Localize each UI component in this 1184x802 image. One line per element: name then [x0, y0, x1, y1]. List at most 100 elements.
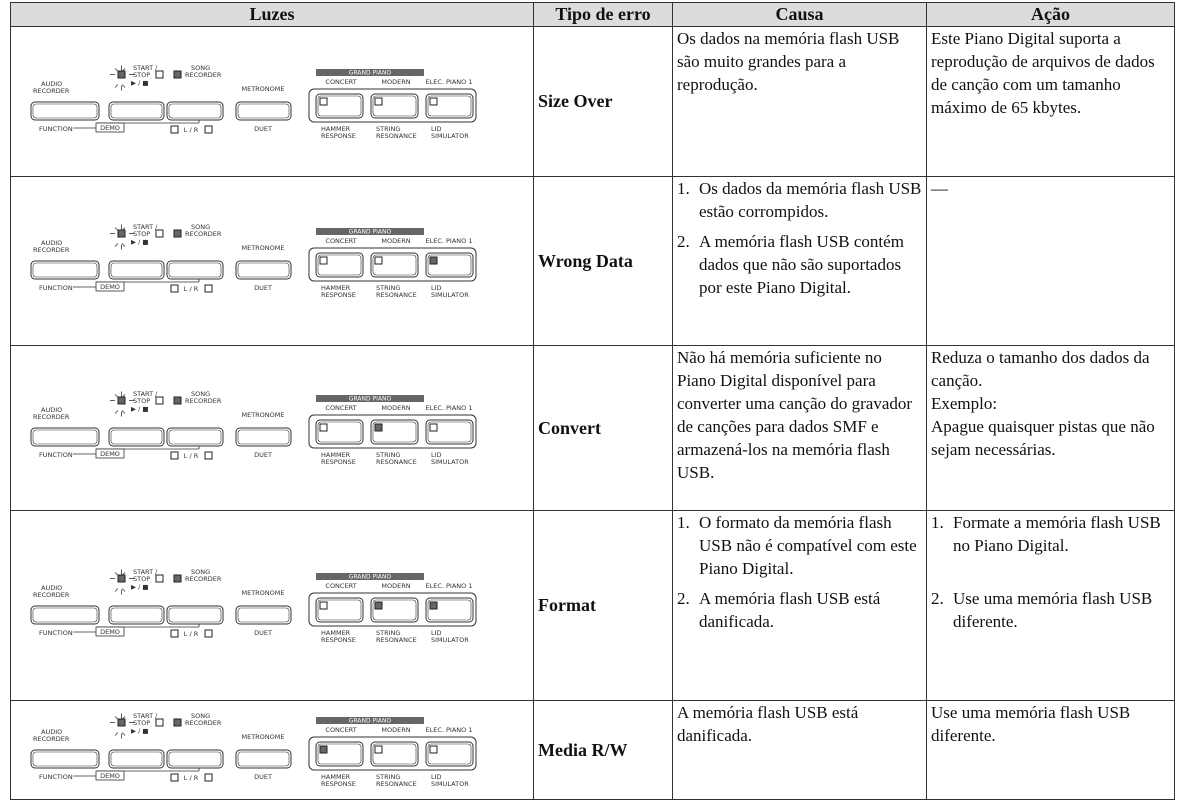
button-inner [168, 751, 222, 767]
button [425, 741, 474, 767]
blink-ray [114, 716, 119, 720]
button [370, 597, 419, 622]
list-marker: 1. [677, 179, 690, 198]
button [315, 93, 364, 118]
panel-label: AUDIO [41, 584, 62, 592]
cause-cell: Os dados na memória flash USB são muito … [672, 26, 927, 177]
panel-label: RESPONSE [321, 132, 356, 140]
panel-label: STRING [376, 451, 400, 459]
panel-label: METRONOME [241, 411, 284, 419]
cause-cell: A memória flash USB está danificada. [672, 700, 927, 800]
button [108, 605, 165, 624]
panel-label: GRAND PIANO [349, 229, 392, 236]
panel-label: ▶ / ■ [131, 238, 148, 246]
blink-ray [114, 243, 119, 247]
led-off [319, 423, 328, 432]
error-cell: Format [533, 510, 673, 701]
panel-label: FUNCTION [39, 125, 73, 133]
panel-label: L / R [184, 452, 199, 460]
panel-label: STRING [376, 629, 400, 637]
button-inner [32, 751, 98, 767]
panel-label: L / R [184, 126, 199, 134]
blink-ray [114, 732, 119, 736]
panel-label: METRONOME [241, 733, 284, 741]
panel-label: RECORDER [33, 87, 70, 95]
list-text: Formate a memória flash USB no Piano Dig… [953, 513, 1161, 555]
panel-label: START / [133, 712, 158, 720]
button [108, 260, 165, 280]
button [315, 597, 364, 622]
button-inner [237, 262, 290, 278]
panel-label: START / [133, 390, 158, 398]
cause-cell: 1. Os dados da memória flash USB estão co… [672, 176, 927, 346]
panel-label: ELEC. PIANO 1 [426, 237, 473, 245]
paragraph: Use uma memória flash USB diferente. [931, 703, 1131, 745]
button [425, 252, 474, 278]
panel-label: FUNCTION [39, 773, 73, 781]
button-inner [427, 254, 472, 276]
panel-label: STRING [376, 773, 400, 781]
panel-label: ELEC. PIANO 1 [426, 78, 473, 86]
panel-label: DUET [254, 451, 272, 459]
led-on [117, 70, 126, 78]
button-inner [372, 254, 417, 276]
panel-label: RESPONSE [321, 780, 356, 788]
panel-label: LID [431, 451, 442, 459]
button-inner [168, 262, 222, 278]
panel-label: DEMO [100, 283, 120, 291]
panel-label: RECORDER [185, 71, 222, 79]
button-inner [32, 429, 98, 445]
blink-ray [121, 243, 126, 247]
panel-label: HAMMER [321, 284, 351, 292]
panel-label: SIMULATOR [431, 458, 469, 466]
panel-label: DUET [254, 773, 272, 781]
panel-label: SIMULATOR [431, 132, 469, 140]
error-cell: Wrong Data [533, 176, 673, 346]
paragraph: A memória flash USB está danificada. [677, 703, 859, 745]
panel-label: RECORDER [185, 719, 222, 727]
button-inner [110, 103, 163, 118]
grand-piano-bar [316, 228, 424, 235]
button-inner [317, 95, 362, 116]
button [108, 749, 165, 769]
paragraph: — [931, 179, 948, 198]
panel-label: METRONOME [241, 244, 284, 252]
panel-label: ELEC. PIANO 1 [426, 404, 473, 412]
list-text: A memória flash USB está danificada. [699, 589, 881, 631]
row: AUDIO RECORDER FUNCTION DEMO START / STOP ▶ / … [10, 26, 1175, 177]
led-off [429, 745, 438, 754]
led-off [170, 125, 179, 133]
panel-label: MODERN [381, 78, 410, 86]
grand-piano-bar [316, 572, 424, 580]
led-off [319, 97, 328, 105]
panel-label: STOP [133, 230, 150, 238]
panel-label: RESONANCE [376, 132, 417, 140]
blink-ray [114, 587, 119, 592]
panel-label: FUNCTION [39, 451, 73, 459]
list-item: 2. A memória flash USB está danificada. [677, 587, 922, 633]
paragraph: Não há memória suficiente no Piano Digit… [677, 348, 913, 482]
panel-label: ▶ / ■ [131, 405, 148, 413]
button [425, 419, 474, 445]
button-inner [317, 599, 362, 620]
button [108, 427, 165, 447]
button [166, 749, 224, 769]
panel-label: SIMULATOR [431, 291, 469, 299]
button [30, 749, 100, 769]
panel-label: SONG [191, 390, 210, 398]
list-item: 2. A memória flash USB contém dados que n… [677, 230, 922, 299]
panel-label: MODERN [381, 237, 410, 245]
panel-label: HAMMER [321, 773, 351, 781]
panel-label: RESONANCE [376, 636, 417, 644]
lights-cell: AUDIO RECORDER FUNCTION DEMO START / STOP ▶ / … [10, 345, 534, 511]
led-off [429, 423, 438, 432]
button [166, 427, 224, 447]
blink-ray [121, 410, 126, 414]
led-off [170, 284, 179, 293]
button [425, 93, 474, 118]
button-inner [427, 599, 472, 620]
